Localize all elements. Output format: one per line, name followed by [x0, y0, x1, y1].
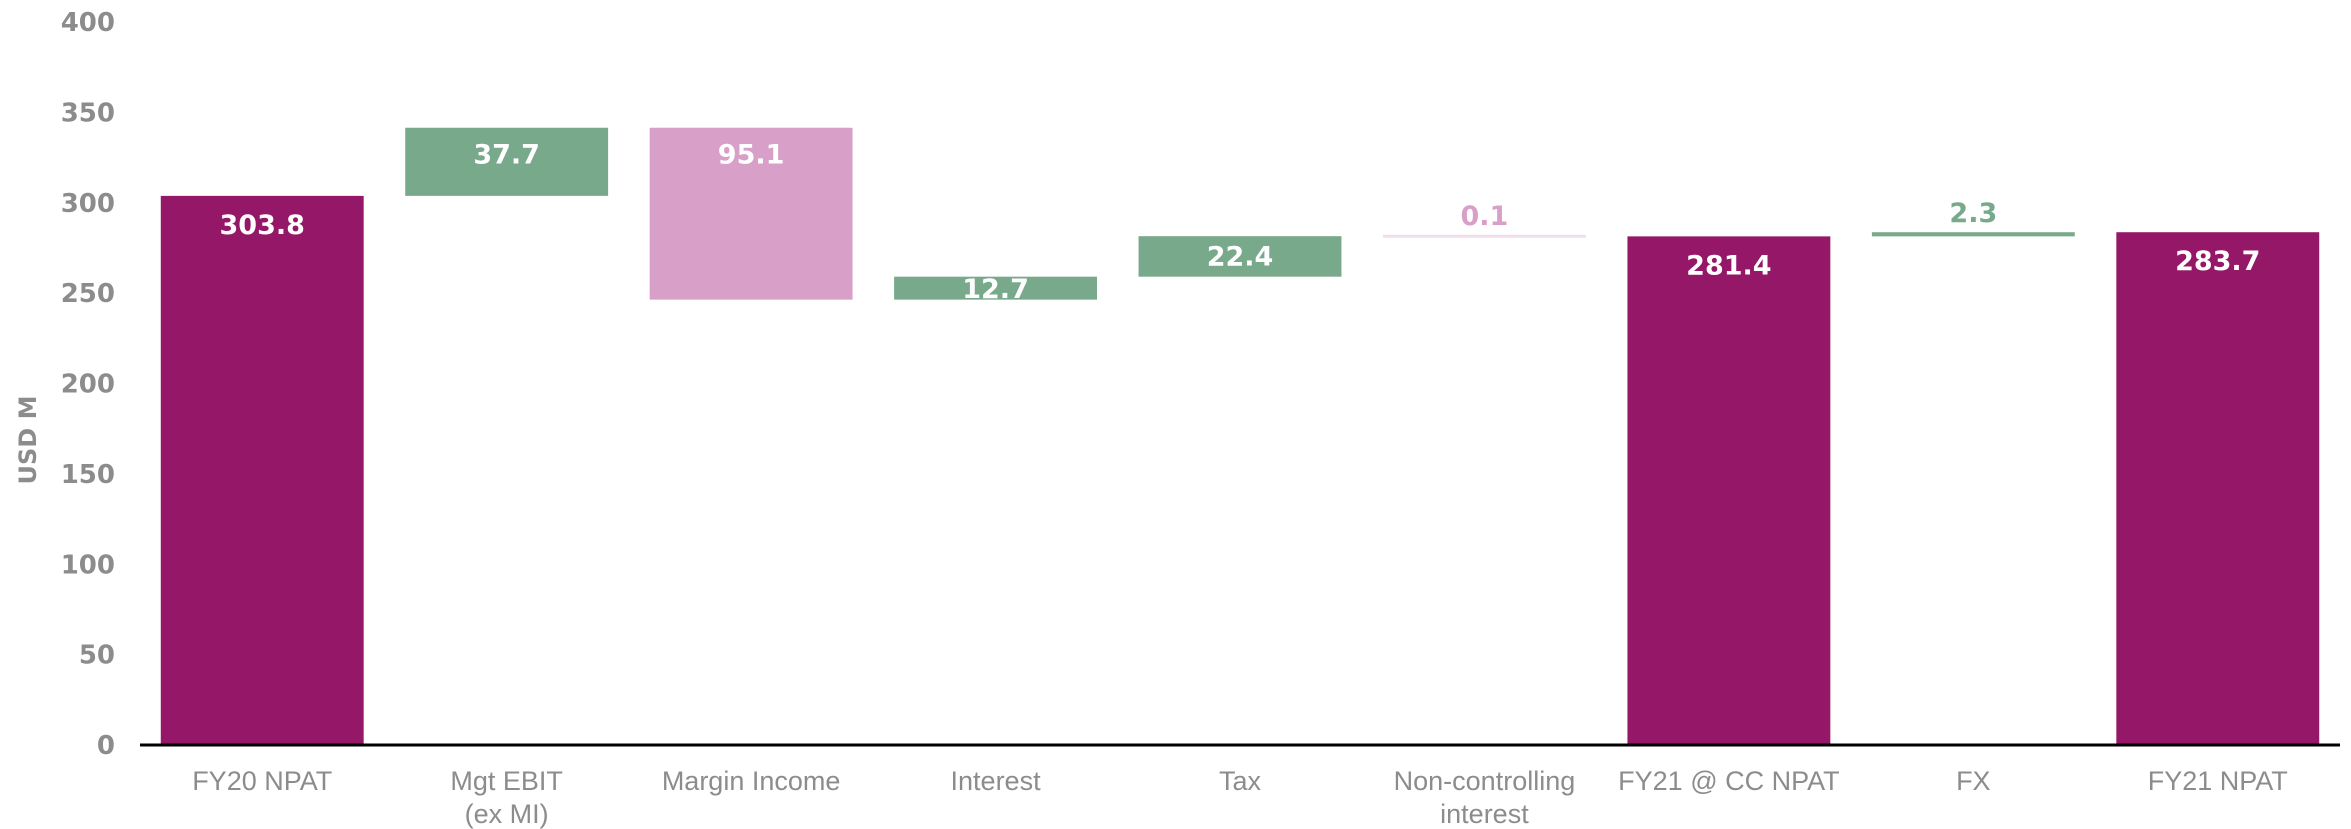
y-axis-title: USD M: [14, 396, 42, 485]
value-labels: 303.8 37.7 95.1 12.7 22.4 0.1 281.4 2.3 283.7: [220, 140, 2261, 305]
x-category-label: FX: [1956, 766, 1991, 796]
y-tick-label: 200: [61, 370, 115, 400]
bar-value-label: 0.1: [1461, 201, 1509, 232]
y-tick-label: 250: [61, 279, 115, 309]
y-tick-label: 150: [61, 460, 115, 490]
bar-increase: [1138, 236, 1342, 277]
x-category-label: FY21 @ CC NPAT: [1618, 766, 1839, 796]
x-category-label: FY20 NPAT: [192, 766, 332, 796]
y-tick-label: 0: [97, 731, 115, 761]
bar-decrease: [649, 127, 853, 300]
bar-value-label: 22.4: [1207, 241, 1274, 272]
bar-value-label: 303.8: [220, 210, 305, 241]
bar-value-label: 37.7: [473, 140, 540, 171]
bar-value-label: 283.7: [2175, 246, 2260, 277]
bar-increase: [1871, 232, 2075, 237]
y-tick-label: 400: [61, 8, 115, 38]
bar-value-label: 95.1: [718, 140, 785, 171]
bar-total: [2116, 232, 2320, 745]
y-tick-label: 350: [61, 98, 115, 128]
bar-value-label: 281.4: [1686, 250, 1771, 281]
x-category-label: Non-controlling: [1394, 766, 1576, 796]
bar-value-label: 12.7: [962, 274, 1029, 305]
x-category-label: Margin Income: [662, 766, 841, 796]
bar-value-label: 2.3: [1949, 198, 1997, 229]
y-tick-label: 100: [61, 550, 115, 580]
bar-total: [160, 195, 364, 746]
y-tick-label: 50: [79, 641, 115, 671]
x-category-label: FY21 NPAT: [2148, 766, 2288, 796]
x-category-label: interest: [1440, 799, 1529, 829]
bar-increase: [894, 276, 1097, 300]
x-category-label: Tax: [1219, 766, 1262, 796]
x-category-label: Mgt EBIT: [450, 766, 563, 796]
bar-total: [1627, 236, 1831, 745]
x-category-label: (ex MI): [465, 799, 549, 829]
bars: [160, 127, 2320, 746]
bar-increase: [405, 127, 609, 196]
x-category-label: Interest: [951, 766, 1042, 796]
y-tick-label: 300: [61, 189, 115, 219]
x-axis: FY20 NPAT Mgt EBIT(ex MI) Margin Income Int…: [140, 743, 2340, 829]
y-axis: 0 50 100 150 200 250 300 350 400: [61, 8, 115, 761]
bar-decrease: [1383, 234, 1586, 238]
